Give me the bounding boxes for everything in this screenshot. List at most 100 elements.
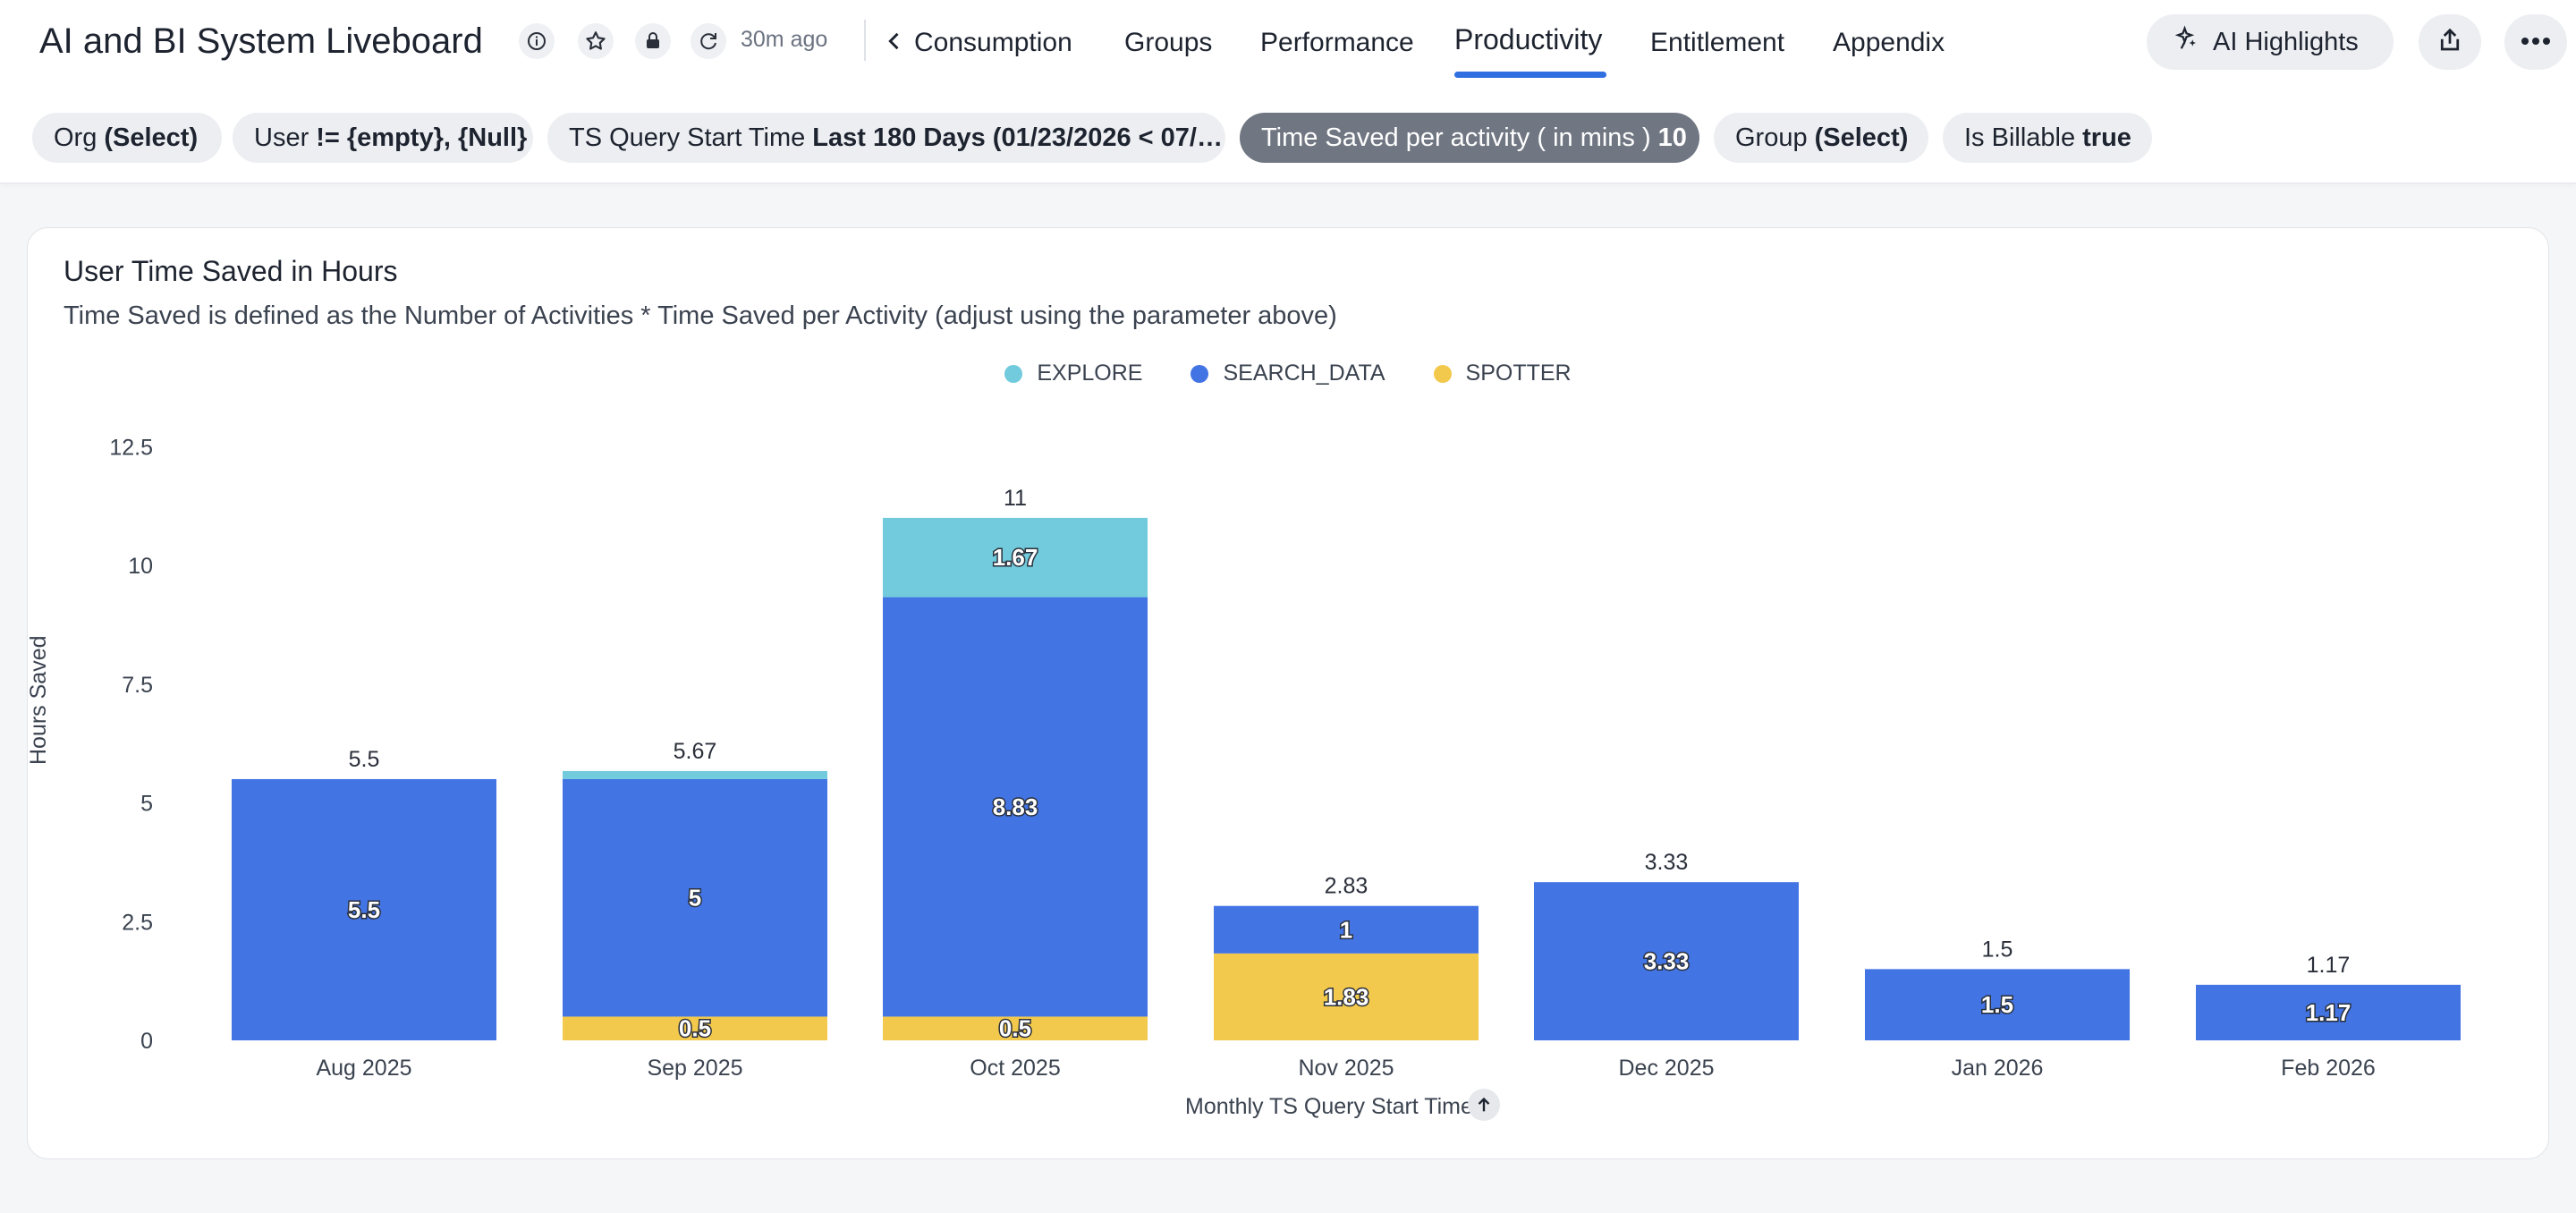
refresh-icon[interactable] xyxy=(691,23,726,59)
segment-label: 1 xyxy=(1340,916,1352,943)
bar-search-data xyxy=(1865,969,2130,1040)
legend-swatch xyxy=(1433,364,1452,383)
lock-icon[interactable] xyxy=(635,23,671,59)
total-label: 1.5 xyxy=(1982,937,2013,962)
more-options-button[interactable] xyxy=(2504,14,2567,70)
segment-label: 1.5 xyxy=(1981,991,2013,1018)
bar-search-data xyxy=(883,597,1148,1017)
filter-name: Time Saved per activity ( in mins ) xyxy=(1261,123,1651,152)
bar-explore xyxy=(883,517,1148,598)
x-tick-label: Sep 2025 xyxy=(647,1056,742,1081)
legend-item-explore[interactable]: EXPLORE xyxy=(1004,361,1142,386)
chart-card: User Time Saved in Hours Time Saved is d… xyxy=(26,227,2549,1159)
legend-label: SPOTTER xyxy=(1465,361,1572,386)
y-tick-label: 2.5 xyxy=(122,910,153,935)
active-tab-indicator xyxy=(1454,72,1606,78)
segment-label: 0.5 xyxy=(999,1015,1031,1042)
filter-name: TS Query Start Time xyxy=(569,123,806,152)
tab-appendix[interactable]: Appendix xyxy=(1833,28,1945,57)
sparkle-icon xyxy=(2174,25,2200,59)
x-tick-label: Dec 2025 xyxy=(1618,1056,1714,1081)
info-icon[interactable] xyxy=(519,23,555,59)
bar-search-data xyxy=(1534,882,1799,1040)
sort-ascending-icon[interactable] xyxy=(1468,1089,1500,1121)
segment-label: 8.83 xyxy=(993,793,1038,820)
bar-spotter xyxy=(883,1016,1148,1040)
y-tick-label: 10 xyxy=(128,554,153,579)
filter-name: Org xyxy=(54,123,97,152)
chart-legend: EXPLORE SEARCH_DATA SPOTTER xyxy=(28,361,2548,386)
tab-groups[interactable]: Groups xyxy=(1124,28,1213,57)
share-icon xyxy=(2436,27,2463,58)
y-tick-label: 12.5 xyxy=(109,435,153,460)
ai-highlights-button[interactable]: AI Highlights xyxy=(2147,14,2394,70)
bar-search-data xyxy=(2196,984,2461,1040)
star-icon[interactable] xyxy=(578,23,614,59)
share-button[interactable] xyxy=(2419,14,2481,70)
chart-plot: 0 2.5 5 7.5 10 12.5 5.5 5.5 Aug 2025 0.5 5 5.67 Sep … xyxy=(109,435,2461,1081)
bar-spotter xyxy=(1214,953,1479,1040)
divider xyxy=(864,20,866,61)
filter-chip-is-billable[interactable]: Is Billable true xyxy=(1943,113,2152,163)
segment-label: 5.5 xyxy=(348,896,380,923)
total-label: 3.33 xyxy=(1645,850,1689,875)
y-tick-label: 0 xyxy=(140,1029,153,1054)
bar-explore xyxy=(563,770,827,779)
legend-item-spotter[interactable]: SPOTTER xyxy=(1433,361,1572,386)
y-axis-label: Hours Saved xyxy=(26,635,51,765)
more-icon xyxy=(2521,34,2551,50)
ai-highlights-label: AI Highlights xyxy=(2213,27,2359,56)
last-updated: 30m ago xyxy=(741,27,828,52)
bar-search-data xyxy=(1214,905,1479,954)
chevron-left-icon[interactable] xyxy=(882,29,907,54)
total-label: 2.83 xyxy=(1325,874,1368,899)
legend-swatch xyxy=(1191,364,1209,383)
filter-value: (Select) xyxy=(104,123,199,152)
filter-chip-query-start-time[interactable]: TS Query Start Time Last 180 Days (01/23/… xyxy=(547,113,1225,163)
bar-search-data xyxy=(563,778,827,1017)
filter-value: true xyxy=(2082,123,2131,152)
legend-item-search-data[interactable]: SEARCH_DATA xyxy=(1191,361,1385,386)
filter-value: Last 180 Days (01/23/2026 < 07/… xyxy=(812,123,1223,152)
segment-label: 5 xyxy=(689,885,701,912)
x-tick-label: Jan 2026 xyxy=(1952,1056,2044,1081)
y-tick-label: 5 xyxy=(140,792,153,817)
filter-name: User xyxy=(254,123,309,152)
legend-swatch xyxy=(1004,364,1023,383)
tab-performance[interactable]: Performance xyxy=(1260,28,1414,57)
filter-chip-group[interactable]: Group (Select) xyxy=(1714,113,1928,163)
x-tick-label: Oct 2025 xyxy=(970,1056,1060,1081)
segment-label: 3.33 xyxy=(1644,948,1690,975)
segment-label: 1.17 xyxy=(2306,999,2351,1026)
x-tick-label: Nov 2025 xyxy=(1298,1056,1394,1081)
total-label: 5.5 xyxy=(349,747,380,772)
segment-label: 1.67 xyxy=(993,544,1038,571)
x-tick-label: Feb 2026 xyxy=(2281,1056,2376,1081)
y-tick-label: 7.5 xyxy=(122,673,153,698)
chart-title: User Time Saved in Hours xyxy=(64,255,398,287)
x-axis-label: Monthly TS Query Start Time xyxy=(1185,1094,1473,1119)
legend-label: EXPLORE xyxy=(1037,361,1143,386)
filter-value: (Select) xyxy=(1814,123,1909,152)
total-label: 5.67 xyxy=(674,739,717,764)
filter-chip-time-saved-parameter[interactable]: Time Saved per activity ( in mins ) 10 xyxy=(1240,113,1699,163)
tab-productivity[interactable]: Productivity xyxy=(1454,23,1603,55)
filter-name: Group xyxy=(1735,123,1808,152)
filter-chip-org[interactable]: Org (Select) xyxy=(32,113,222,163)
tab-entitlement[interactable]: Entitlement xyxy=(1650,28,1785,57)
segment-label: 0.5 xyxy=(679,1015,711,1042)
filter-value: 10 xyxy=(1657,123,1687,152)
total-label: 1.17 xyxy=(2307,953,2351,978)
bar-spotter xyxy=(563,1016,827,1040)
filter-value: != {empty}, {Null} xyxy=(316,123,528,152)
chart-subtitle: Time Saved is defined as the Number of A… xyxy=(64,301,1337,330)
page-title: AI and BI System Liveboard xyxy=(39,21,483,61)
segment-label: 1.83 xyxy=(1324,983,1369,1010)
tab-consumption[interactable]: Consumption xyxy=(914,28,1072,57)
bar-search-data xyxy=(232,778,496,1040)
top-bar: AI and BI System Liveboard 30m ago Consu… xyxy=(0,0,2576,183)
filter-name: Is Billable xyxy=(1964,123,2076,152)
x-tick-label: Aug 2025 xyxy=(316,1056,411,1081)
filter-chip-user[interactable]: User != {empty}, {Null} xyxy=(233,113,533,163)
legend-label: SEARCH_DATA xyxy=(1223,361,1385,386)
